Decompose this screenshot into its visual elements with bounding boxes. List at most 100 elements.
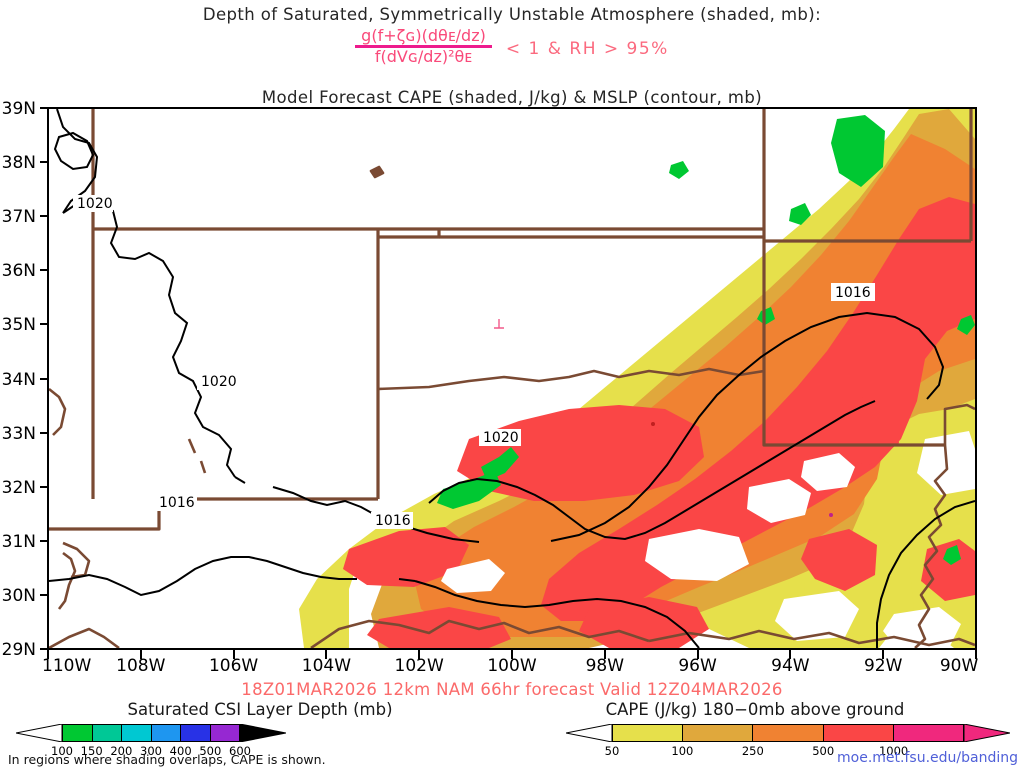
x-axis-tick	[696, 650, 699, 659]
forecast-valid-line: 18Z01MAR2026 12km NAM 66hr forecast Vali…	[241, 680, 783, 699]
contour-label-group: 1020 1020 1020 1016 1016 1016	[73, 195, 875, 529]
x-axis-label: 108W	[116, 656, 166, 676]
source-credit-link[interactable]: moe.met.fsu.edu/banding	[837, 750, 1018, 766]
colorbar-swatch	[893, 725, 964, 741]
y-axis-tick	[40, 593, 49, 596]
fraction-numerator: g(f+ζɢ)(dθᴇ/dz)	[361, 26, 486, 45]
contour-label: 1020	[77, 196, 113, 212]
y-axis-label: 39N	[1, 99, 36, 119]
y-axis-tick	[40, 323, 49, 326]
colorbar-title-cape: CAPE (J/kg) 180−0mb above ground	[605, 700, 905, 719]
colorbar-tick-label: 150	[80, 744, 103, 758]
colorbar-swatch	[613, 725, 684, 741]
figure-title: Depth of Saturated, Symmetrically Unstab…	[202, 5, 822, 24]
colorbar-tick-label: 500	[812, 744, 835, 758]
colorbar-csi-depth[interactable]	[16, 724, 286, 742]
x-axis-tick	[975, 650, 977, 659]
x-axis-label: 96W	[678, 656, 717, 676]
x-axis-label: 104W	[301, 656, 352, 676]
y-axis-label: 37N	[1, 207, 36, 228]
y-axis-label: 31N	[1, 531, 36, 552]
formula-block: g(f+ζɢ)(dθᴇ/dz) f(dVɢ/dz)²θᴇ < 1 & RH > …	[0, 26, 1024, 67]
colorbar-swatch	[151, 725, 181, 741]
y-axis-label: 32N	[1, 477, 36, 498]
y-axis-tick	[40, 161, 49, 164]
x-axis-tick	[418, 650, 421, 659]
colorbar-ticks-csi: 100 150 200 300 400 500 600	[16, 744, 286, 758]
colorbar-over-arrow	[964, 724, 1010, 742]
y-axis-label: 35N	[1, 315, 36, 336]
x-axis-label: 94W	[771, 656, 810, 676]
csi-ratio-fraction: g(f+ζɢ)(dθᴇ/dz) f(dVɢ/dz)²θᴇ	[355, 26, 492, 67]
x-axis-tick	[603, 650, 606, 659]
x-axis-label: 110W	[42, 656, 92, 676]
y-axis-label: 29N	[1, 640, 36, 660]
y-axis-tick	[40, 215, 49, 218]
colorbar-cape[interactable]	[566, 724, 1010, 742]
y-axis-tick	[40, 269, 49, 272]
colorbar-under-arrow	[16, 724, 62, 742]
colorbar-tick-label: 600	[229, 744, 251, 758]
map-plot-area: 1020 1020 1020 1016 1016 1016	[47, 107, 977, 650]
x-axis-label: 98W	[585, 656, 625, 676]
y-axis-tick	[40, 431, 49, 434]
overlap-footnote: In regions where shading overlaps, CAPE …	[8, 752, 326, 767]
colorbar-swatch	[122, 725, 152, 741]
colorbar-tick-label: 100	[51, 744, 73, 758]
contour-label: 1020	[201, 374, 237, 390]
y-axis-label: 33N	[1, 423, 36, 444]
station-markers	[494, 319, 833, 517]
colorbar-ticks-cape: 50 100 250 500 1000	[566, 744, 1010, 758]
contour-label: 1016	[159, 495, 195, 511]
y-axis-label: 38N	[1, 153, 36, 174]
figure-subtitle: Model Forecast CAPE (shaded, J/kg) & MSL…	[261, 88, 763, 107]
x-axis-tick	[232, 650, 235, 659]
x-axis-label: 102W	[394, 656, 444, 676]
colorbar-swatch	[210, 725, 239, 741]
x-axis-tick	[789, 650, 792, 659]
contour-label: 1020	[483, 430, 519, 446]
colorbar-swatch	[92, 725, 122, 741]
contour-label: 1016	[835, 285, 871, 301]
cape-shading	[299, 109, 975, 648]
colorbar-tick-label: 1000	[878, 744, 909, 758]
colorbar-swatches	[612, 724, 964, 742]
y-axis-tick	[40, 107, 49, 109]
fraction-bar	[355, 45, 492, 49]
x-axis-tick	[882, 650, 885, 659]
y-axis-tick	[40, 539, 49, 542]
y-axis-label: 30N	[1, 585, 36, 606]
x-axis-label: 106W	[208, 656, 259, 676]
x-axis-label: 90W	[939, 656, 979, 676]
colorbar-swatch	[63, 725, 93, 741]
fraction-denominator: f(dVɢ/dz)²θᴇ	[374, 47, 473, 67]
colorbar-tick-label: 500	[199, 744, 222, 758]
y-axis-label: 36N	[1, 261, 36, 282]
colorbar-swatch	[181, 725, 211, 741]
x-axis-label: 100W	[487, 656, 537, 676]
colorbar-tick-label: 100	[671, 744, 694, 758]
map-canvas: 1020 1020 1020 1016 1016 1016	[49, 109, 975, 648]
colorbar-tick-label: 50	[604, 744, 620, 758]
contour-label: 1016	[375, 513, 411, 529]
x-axis-tick	[325, 650, 328, 659]
y-axis-tick	[40, 377, 49, 380]
colorbar-tick-label: 300	[140, 744, 162, 758]
colorbar-swatches	[62, 724, 240, 742]
colorbar-over-arrow	[240, 724, 286, 742]
x-axis-tick	[139, 650, 142, 659]
colorbar-swatch	[823, 725, 894, 741]
colorbar-under-arrow	[566, 724, 612, 742]
colorbar-swatch	[683, 725, 754, 741]
y-axis-tick	[40, 485, 49, 488]
y-axis-tick	[40, 648, 49, 650]
colorbar-title-csi: Saturated CSI Layer Depth (mb)	[127, 700, 393, 719]
y-axis-label: 34N	[1, 369, 36, 390]
x-axis-label: 92W	[863, 656, 903, 676]
colorbar-tick-label: 250	[741, 744, 764, 758]
colorbar-swatch	[753, 725, 824, 741]
colorbar-tick-label: 200	[110, 744, 133, 758]
x-axis-tick	[47, 650, 49, 659]
x-axis-tick	[511, 650, 513, 659]
